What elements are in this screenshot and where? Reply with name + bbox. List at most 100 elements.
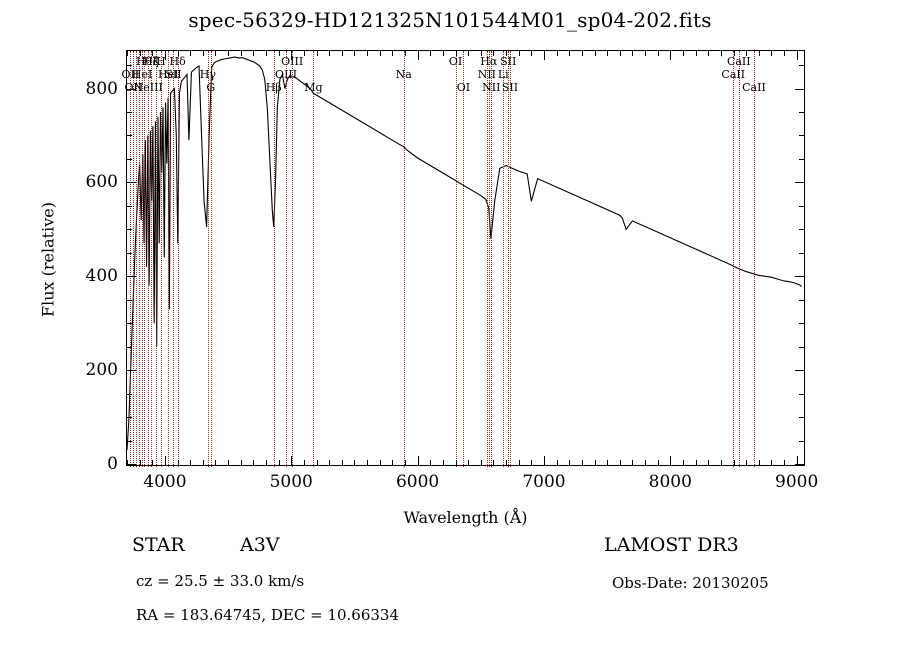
axis-tick xyxy=(442,51,444,56)
spectral-line-label: CaII xyxy=(721,68,746,81)
axis-tick xyxy=(341,460,343,465)
axis-tick xyxy=(569,460,571,465)
axis-tick xyxy=(253,51,255,56)
axis-tick xyxy=(720,51,722,56)
spectral-line-marker xyxy=(509,51,512,467)
axis-tick xyxy=(480,460,482,465)
spectral-line-marker xyxy=(210,51,213,467)
spectral-line-marker xyxy=(455,51,458,467)
y-tick-label: 0 xyxy=(107,454,118,474)
plot-frame xyxy=(126,50,805,466)
spectral-line-label: OII xyxy=(121,68,140,81)
axis-tick xyxy=(139,460,141,465)
axis-tick xyxy=(708,460,710,465)
x-tick-label: 9000 xyxy=(775,472,819,492)
axis-tick xyxy=(228,460,230,465)
axis-tick xyxy=(164,51,166,60)
axis-tick xyxy=(354,51,356,56)
spectral-line-label: NeIII xyxy=(133,81,163,94)
axis-tick xyxy=(746,51,748,56)
axis-tick xyxy=(468,51,470,56)
axis-tick xyxy=(799,135,804,137)
spectral-line-marker xyxy=(173,51,175,467)
axis-tick xyxy=(316,460,318,465)
spectral-line-marker xyxy=(503,51,505,467)
redshift-velocity-label: cz = 25.5 ± 33.0 km/s xyxy=(136,572,305,590)
axis-tick xyxy=(619,51,621,56)
spectral-line-marker xyxy=(313,51,315,467)
spectral-line-label: CaII xyxy=(742,81,766,94)
axis-tick xyxy=(240,460,242,465)
spectral-line-marker xyxy=(177,51,180,467)
spectral-line-marker xyxy=(207,51,210,467)
axis-tick xyxy=(127,182,136,184)
axis-tick xyxy=(531,51,533,56)
spectral-line-label: OIII xyxy=(275,68,298,81)
y-tick-label: 800 xyxy=(85,78,118,99)
axis-tick xyxy=(758,460,760,465)
spectral-line-label: Li xyxy=(497,68,509,81)
axis-tick xyxy=(543,456,545,465)
spectral-line-label: Mg xyxy=(304,81,323,94)
spectral-line-label: CaII xyxy=(726,55,751,68)
axis-tick xyxy=(404,51,406,56)
axis-tick xyxy=(202,51,204,56)
axis-tick xyxy=(329,460,331,465)
spectral-line-label: Hα xyxy=(480,55,498,68)
axis-tick xyxy=(127,252,132,254)
axis-tick xyxy=(367,460,369,465)
spectral-line-label: NII xyxy=(482,81,501,94)
axis-tick xyxy=(404,460,406,465)
axis-tick xyxy=(708,51,710,56)
axis-tick xyxy=(784,51,786,56)
axis-tick xyxy=(799,323,804,325)
axis-tick xyxy=(607,460,609,465)
axis-tick xyxy=(506,460,508,465)
spectral-line-marker xyxy=(130,51,132,467)
axis-tick xyxy=(695,51,697,56)
axis-tick xyxy=(556,51,558,56)
axis-tick xyxy=(455,460,457,465)
axis-tick xyxy=(670,51,672,60)
spectral-line-marker xyxy=(273,51,276,467)
spectral-line-label: SII xyxy=(501,81,519,94)
axis-tick xyxy=(581,51,583,56)
axis-tick xyxy=(670,456,672,465)
axis-tick xyxy=(594,51,596,56)
spectral-line-label: OI xyxy=(448,55,463,68)
axis-tick xyxy=(127,346,132,348)
spectral-line-marker xyxy=(463,51,465,467)
spectral-line-marker xyxy=(286,51,288,467)
spectral-class-label: A3V xyxy=(240,534,280,556)
axis-tick xyxy=(795,464,804,465)
y-tick-label: 200 xyxy=(85,360,118,381)
axis-tick xyxy=(594,460,596,465)
page-title: spec-56329-HD121325N101544M01_sp04-202.f… xyxy=(188,8,712,32)
axis-tick xyxy=(720,460,722,465)
axis-tick xyxy=(799,440,804,442)
axis-tick xyxy=(392,460,394,465)
axis-tick xyxy=(265,460,267,465)
axis-tick xyxy=(127,88,136,90)
axis-tick xyxy=(430,51,432,56)
axis-tick xyxy=(430,460,432,465)
axis-tick xyxy=(632,460,634,465)
axis-tick xyxy=(291,456,293,465)
spectral-line-marker xyxy=(160,51,163,467)
axis-tick xyxy=(127,51,128,56)
spectral-line-label: Hγ xyxy=(199,68,216,81)
axis-tick xyxy=(784,460,786,465)
axis-tick xyxy=(607,51,609,56)
axis-tick xyxy=(316,51,318,56)
spectral-line-marker xyxy=(150,51,153,467)
axis-tick xyxy=(127,205,132,207)
axis-tick xyxy=(543,51,545,60)
axis-tick xyxy=(341,51,343,56)
axis-tick xyxy=(581,460,583,465)
axis-tick xyxy=(795,370,804,372)
spectral-line-marker xyxy=(168,51,170,467)
spectral-line-marker xyxy=(403,51,406,467)
y-tick-label: 400 xyxy=(85,266,118,287)
axis-tick xyxy=(303,460,305,465)
